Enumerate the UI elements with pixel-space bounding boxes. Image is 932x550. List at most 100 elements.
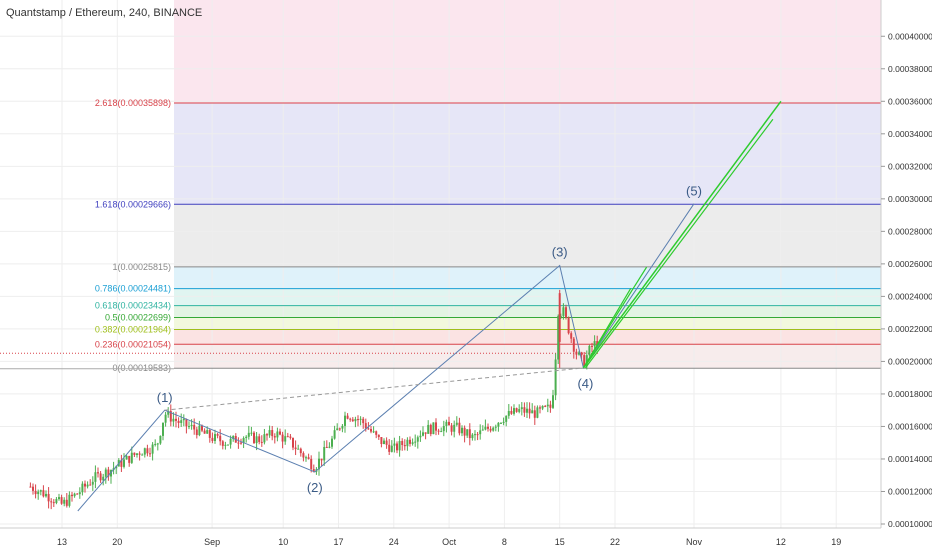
x-tick-label: 15: [555, 537, 565, 547]
candle-body: [557, 315, 560, 360]
candle-body: [558, 293, 561, 342]
candle-body: [359, 418, 362, 420]
candle-body: [570, 333, 573, 339]
candle-body: [232, 435, 235, 439]
candle-body: [437, 430, 440, 432]
candle-body: [286, 436, 289, 438]
candle-body: [60, 497, 63, 504]
candle-body: [429, 424, 432, 435]
y-tick-label: 0.00028000: [888, 226, 932, 236]
candle-body: [474, 434, 476, 436]
candle-body: [325, 446, 328, 448]
candle-body: [216, 434, 219, 436]
candle-body: [497, 422, 500, 427]
candle-body: [435, 422, 437, 431]
candle-body: [533, 410, 536, 418]
candle-body: [375, 431, 378, 435]
candle-body: [307, 457, 310, 459]
candle-body: [518, 409, 521, 412]
candle-body: [110, 470, 112, 477]
candle-body: [554, 359, 557, 396]
candle-body: [567, 317, 570, 334]
candle-body: [242, 438, 245, 443]
candle-body: [526, 408, 528, 413]
wave-path: [77, 203, 695, 512]
wave-label: (5): [686, 184, 702, 199]
y-tick-label: 0.00034000: [888, 129, 932, 139]
candle-body: [572, 338, 575, 352]
candle-body: [453, 424, 456, 432]
x-tick-label: 22: [610, 537, 620, 547]
candle-body: [305, 457, 307, 459]
candle-body: [47, 493, 50, 502]
candle-body: [341, 425, 344, 429]
y-tick-label: 0.00010000: [888, 519, 932, 529]
candle-body: [520, 407, 523, 410]
candle-body: [364, 423, 367, 429]
candle-body: [559, 315, 562, 317]
candle-body: [403, 445, 406, 447]
candle-body: [188, 426, 190, 428]
fib-level-label: 0.236(0.00021054): [95, 339, 171, 349]
y-tick-label: 0.00038000: [888, 64, 932, 74]
fib-level-label: 0.618(0.00023434): [95, 301, 171, 311]
candle-body: [562, 307, 565, 316]
candle-body: [541, 405, 544, 409]
candle-body: [224, 444, 227, 446]
candle-body: [81, 483, 84, 493]
candle-body: [102, 476, 105, 481]
candle-body: [393, 443, 396, 446]
fib-band: [174, 102, 881, 205]
y-tick-label: 0.00014000: [888, 454, 932, 464]
fib-band: [174, 204, 881, 267]
candle-body: [445, 421, 448, 426]
candle-body: [481, 429, 484, 431]
candle-body: [255, 436, 258, 444]
fib-band: [174, 317, 881, 330]
x-tick-label: 24: [389, 537, 399, 547]
candle-body: [409, 439, 411, 444]
fib-band: [174, 344, 881, 369]
candle-body: [185, 418, 188, 427]
candle-body: [151, 444, 154, 454]
candle-body: [214, 434, 216, 441]
projection-line-b: [584, 118, 774, 369]
wave-label: (3): [552, 244, 568, 259]
candle-body: [489, 428, 492, 431]
y-tick-label: 0.00040000: [888, 31, 932, 41]
fib-band: [174, 305, 881, 318]
candle-body: [177, 420, 180, 423]
candle-body: [128, 455, 131, 463]
candle-body: [536, 407, 539, 418]
candle-body: [271, 430, 274, 437]
candle-body: [55, 499, 58, 503]
candle-body: [351, 419, 354, 422]
candle-body: [320, 458, 323, 461]
candle-body: [39, 490, 42, 492]
candle-body: [253, 432, 255, 444]
candle-body: [245, 436, 248, 439]
wave-label: (4): [577, 376, 593, 391]
candle-body: [268, 430, 271, 436]
candle-body: [466, 429, 469, 436]
candle-body: [396, 443, 398, 451]
candle-body: [310, 458, 313, 470]
candle-body: [229, 438, 232, 445]
candle-body: [68, 494, 71, 506]
candle-body: [422, 432, 424, 436]
x-tick-label: 17: [333, 537, 343, 547]
candle-body: [380, 437, 383, 445]
candle-body: [149, 453, 151, 455]
candle-body: [336, 428, 339, 431]
y-tick-label: 0.00032000: [888, 161, 932, 171]
fib-level-label: 0.382(0.00021964): [95, 324, 171, 334]
candle-body: [292, 437, 294, 448]
candle-body: [195, 429, 198, 436]
elliott-waves: (1) (2) (3) (4) (5): [77, 100, 782, 512]
candle-body: [546, 404, 549, 407]
candle-body: [203, 430, 206, 434]
candle-body: [130, 452, 133, 463]
candle-body: [591, 345, 593, 347]
